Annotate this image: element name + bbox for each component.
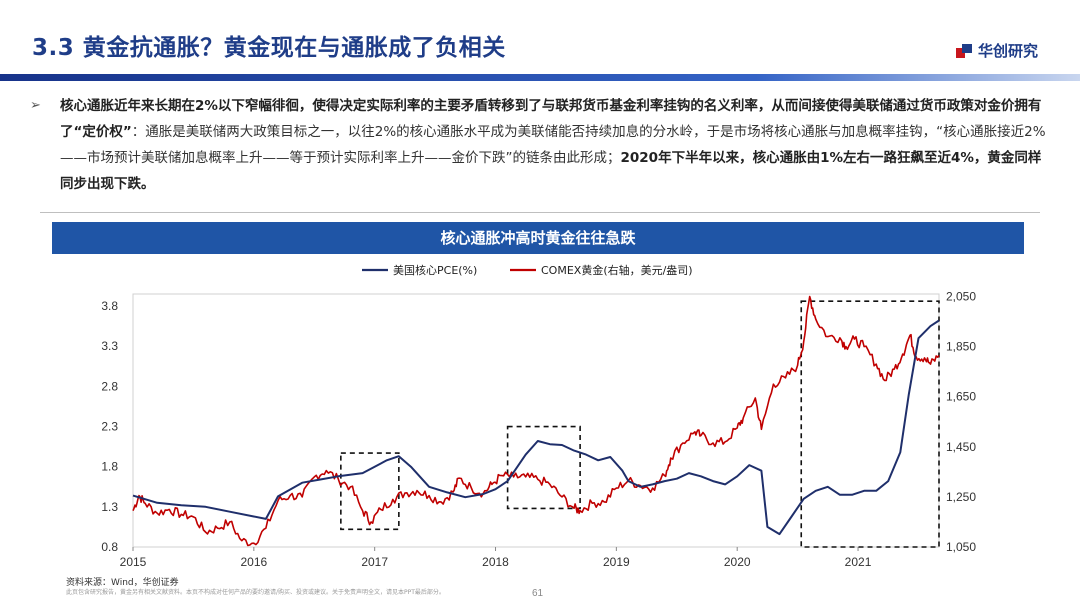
body-bold-1: 核心通胀近年来长期在2%以下窄幅徘徊，使得决定实际利率的主要矛盾转移到了与联邦货… xyxy=(60,98,1042,140)
y-left-tick-label: 1.3 xyxy=(101,500,118,514)
highlight-box xyxy=(800,300,940,548)
series-line-pce xyxy=(132,319,940,536)
legend: 美国核心PCE(%) COMEX黄金(右轴，美元/盎司) xyxy=(362,263,693,277)
y-axis-left: 0.8 1.3 1.8 2.3 2.8 3.3 3.8 xyxy=(101,299,118,554)
plot-area-frame xyxy=(132,293,940,548)
y-right-tick-label: 2,050 xyxy=(946,290,976,304)
page-title: 3.3 黄金抗通胀？黄金现在与通胀成了负相关 xyxy=(32,35,506,61)
logo: 华创研究 xyxy=(955,40,1038,61)
highlight-box xyxy=(506,425,581,510)
body-paragraph: ➢ 核心通胀近年来长期在2%以下窄幅徘徊，使得决定实际利率的主要矛盾转移到了与联… xyxy=(30,93,1050,197)
y-left-tick-label: 1.8 xyxy=(101,460,118,474)
section-divider xyxy=(40,212,1040,213)
x-tick-label: 2020 xyxy=(724,555,751,569)
chart-banner: 核心通胀冲高时黄金往往急跌 xyxy=(52,222,1024,254)
chart: 美国核心PCE(%) COMEX黄金(右轴，美元/盎司) 2015 2016 201… xyxy=(101,263,976,569)
bullet-arrow-icon: ➢ xyxy=(30,98,41,113)
logo-text: 华创研究 xyxy=(977,42,1038,60)
page-number: 61 xyxy=(532,588,544,599)
body-text-1: ：通胀是美联储两大政策目标之一，以往2%的核心通胀水平成为美联储能否持续加息的分… xyxy=(60,124,1046,166)
y-right-tick-label: 1,650 xyxy=(946,390,976,404)
x-tick-label: 2015 xyxy=(120,555,147,569)
highlight-box xyxy=(340,452,400,531)
legend-label-pce: 美国核心PCE(%) xyxy=(393,263,477,277)
y-left-tick-label: 3.3 xyxy=(101,339,118,353)
y-axis-right: 1,050 1,250 1,450 1,650 1,850 2,050 xyxy=(946,290,976,554)
legend-label-gold: COMEX黄金(右轴，美元/盎司) xyxy=(541,263,693,277)
x-axis: 2015 2016 2017 2018 2019 2020 2021 xyxy=(120,547,872,569)
y-left-tick-label: 2.8 xyxy=(101,379,118,393)
y-right-tick-label: 1,850 xyxy=(946,340,976,354)
y-left-tick-label: 2.3 xyxy=(101,420,118,434)
y-left-tick-label: 0.8 xyxy=(101,540,118,554)
highlight-boxes xyxy=(340,300,940,548)
x-tick-label: 2021 xyxy=(845,555,872,569)
x-tick-label: 2018 xyxy=(482,555,509,569)
y-right-tick-label: 1,250 xyxy=(946,490,976,504)
x-tick-label: 2017 xyxy=(361,555,388,569)
disclaimer: 此页包含研究报告，黄金另有相关文献资料。本页不构成对任何产品的要约邀请/购买、投… xyxy=(66,589,445,596)
logo-icon xyxy=(955,43,972,58)
y-right-tick-label: 1,450 xyxy=(946,440,976,454)
header-rule xyxy=(0,74,1080,81)
x-tick-label: 2019 xyxy=(603,555,630,569)
y-right-tick-label: 1,050 xyxy=(946,540,976,554)
source-note: 资料来源：Wind，华创证券 xyxy=(66,578,179,588)
y-left-tick-label: 3.8 xyxy=(101,299,118,313)
series-line-gold xyxy=(132,295,940,547)
x-tick-label: 2016 xyxy=(240,555,267,569)
body-bold-2: 2020年下半年以来，核心通胀由1%左右一路狂飙至近4%，黄金同样同步出现下跌。 xyxy=(60,150,1042,192)
